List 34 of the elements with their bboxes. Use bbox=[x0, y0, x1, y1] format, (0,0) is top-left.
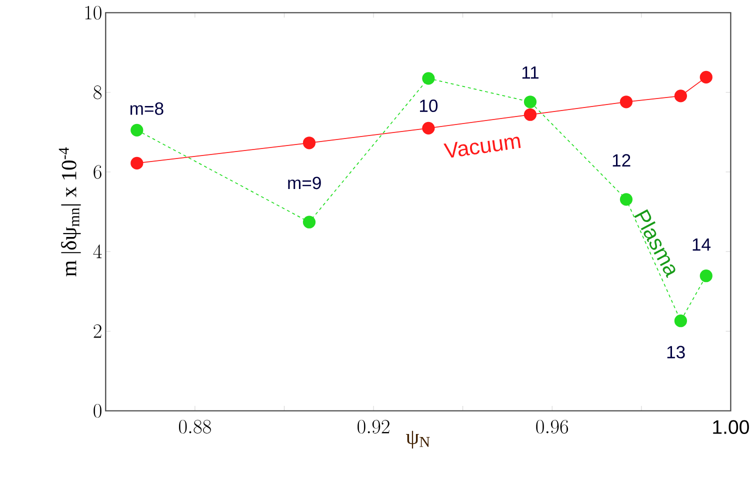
point bbox=[700, 269, 712, 282]
x-tick-label: 0.96 bbox=[536, 420, 568, 434]
annotation: m=9 bbox=[288, 176, 321, 190]
point bbox=[674, 90, 688, 102]
x-tick-label: 1.00 bbox=[713, 420, 749, 434]
point bbox=[422, 72, 435, 85]
point bbox=[302, 216, 316, 228]
annotation: 11 bbox=[522, 66, 539, 79]
point bbox=[130, 124, 144, 136]
y-tick-label: 0 bbox=[94, 404, 102, 418]
x-tick-label: 0.92 bbox=[358, 420, 390, 434]
y-tick-label: 6 bbox=[94, 164, 102, 179]
y-axis-title: m |δψ$_{mn}$| x 10$^{-4}$ bbox=[58, 147, 81, 276]
point bbox=[524, 95, 537, 108]
y-tick-label: 2 bbox=[94, 324, 102, 338]
y-tick-label: 10 bbox=[85, 6, 102, 20]
point bbox=[422, 122, 435, 134]
point bbox=[620, 193, 633, 206]
annotation: 10 bbox=[420, 99, 438, 112]
x-axis-title: ψ$_{N}$ bbox=[406, 430, 430, 448]
annotation: 13 bbox=[667, 346, 685, 358]
point bbox=[302, 136, 316, 150]
text: Vacuum bbox=[444, 136, 521, 158]
point bbox=[524, 108, 537, 121]
x-tick-label: 0.88 bbox=[178, 420, 211, 434]
y-tick-label: 4 bbox=[93, 244, 102, 258]
point bbox=[620, 95, 633, 108]
y-tick-label: 8 bbox=[94, 85, 102, 100]
annotation: 14 bbox=[692, 238, 711, 251]
annotation: 12 bbox=[612, 154, 630, 166]
point bbox=[700, 70, 712, 84]
point bbox=[130, 156, 144, 170]
annotation: m=8 bbox=[130, 102, 164, 115]
point bbox=[674, 314, 688, 328]
